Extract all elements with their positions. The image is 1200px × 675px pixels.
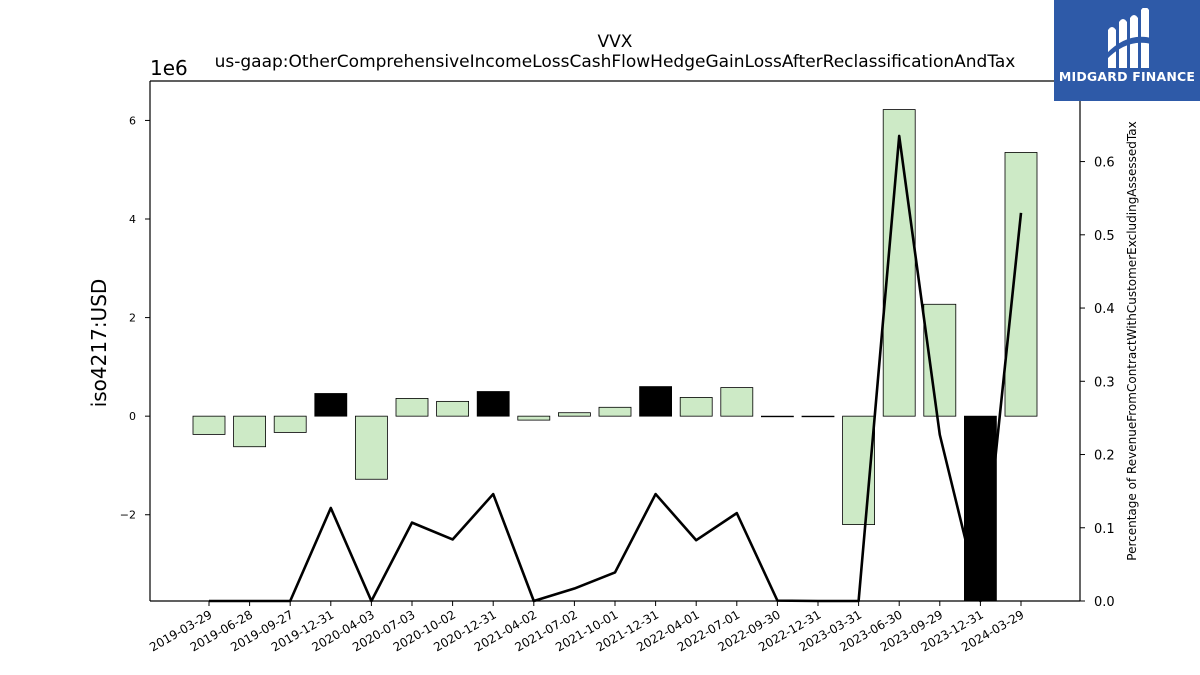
- y2-axis-label: Percentage of RevenueFromContractWithCus…: [1125, 121, 1139, 561]
- logo-mark-icon: [1106, 8, 1151, 68]
- y-tick-label: 6: [129, 114, 136, 127]
- y2-tick-label: 0.3: [1094, 375, 1115, 390]
- chart-subtitle: us-gaap:OtherComprehensiveIncomeLossCash…: [214, 52, 1016, 72]
- bar: [517, 415, 551, 421]
- bar: [476, 391, 510, 417]
- y-tick-label: −2: [120, 509, 136, 522]
- bar: [964, 415, 997, 602]
- y2-tick-label: 0.5: [1094, 229, 1115, 244]
- bar: [314, 393, 348, 417]
- y2-tick-label: 0.2: [1094, 449, 1115, 464]
- y2-tick-label: 0.0: [1094, 595, 1115, 610]
- bar: [679, 397, 713, 417]
- bar: [598, 406, 632, 417]
- y-tick-label: 2: [129, 312, 136, 325]
- bar: [192, 415, 226, 435]
- bar: [1004, 152, 1038, 417]
- y2-tick-label: 0.4: [1094, 302, 1115, 317]
- y-tick-label: 4: [129, 213, 136, 226]
- bar: [720, 387, 754, 417]
- bar: [233, 415, 267, 448]
- bar: [761, 415, 794, 418]
- y2-tick-label: 0.6: [1094, 156, 1115, 171]
- brand-logo: MIDGARD FINANCE: [1054, 0, 1200, 101]
- bar: [801, 415, 835, 418]
- bar: [558, 412, 591, 417]
- logo-text: MIDGARD FINANCE: [1058, 69, 1196, 84]
- bar: [354, 415, 388, 480]
- y2-tick-label: 0.1: [1094, 522, 1115, 537]
- y-axis-label: iso4217:USD: [87, 278, 111, 408]
- y-tick-label: 0: [129, 410, 136, 423]
- bar: [395, 398, 429, 417]
- bar: [273, 415, 307, 433]
- chart-title: VVX: [597, 32, 633, 52]
- bar: [639, 386, 672, 417]
- y-axis-multiplier: 1e6: [150, 56, 188, 80]
- bar: [436, 400, 470, 417]
